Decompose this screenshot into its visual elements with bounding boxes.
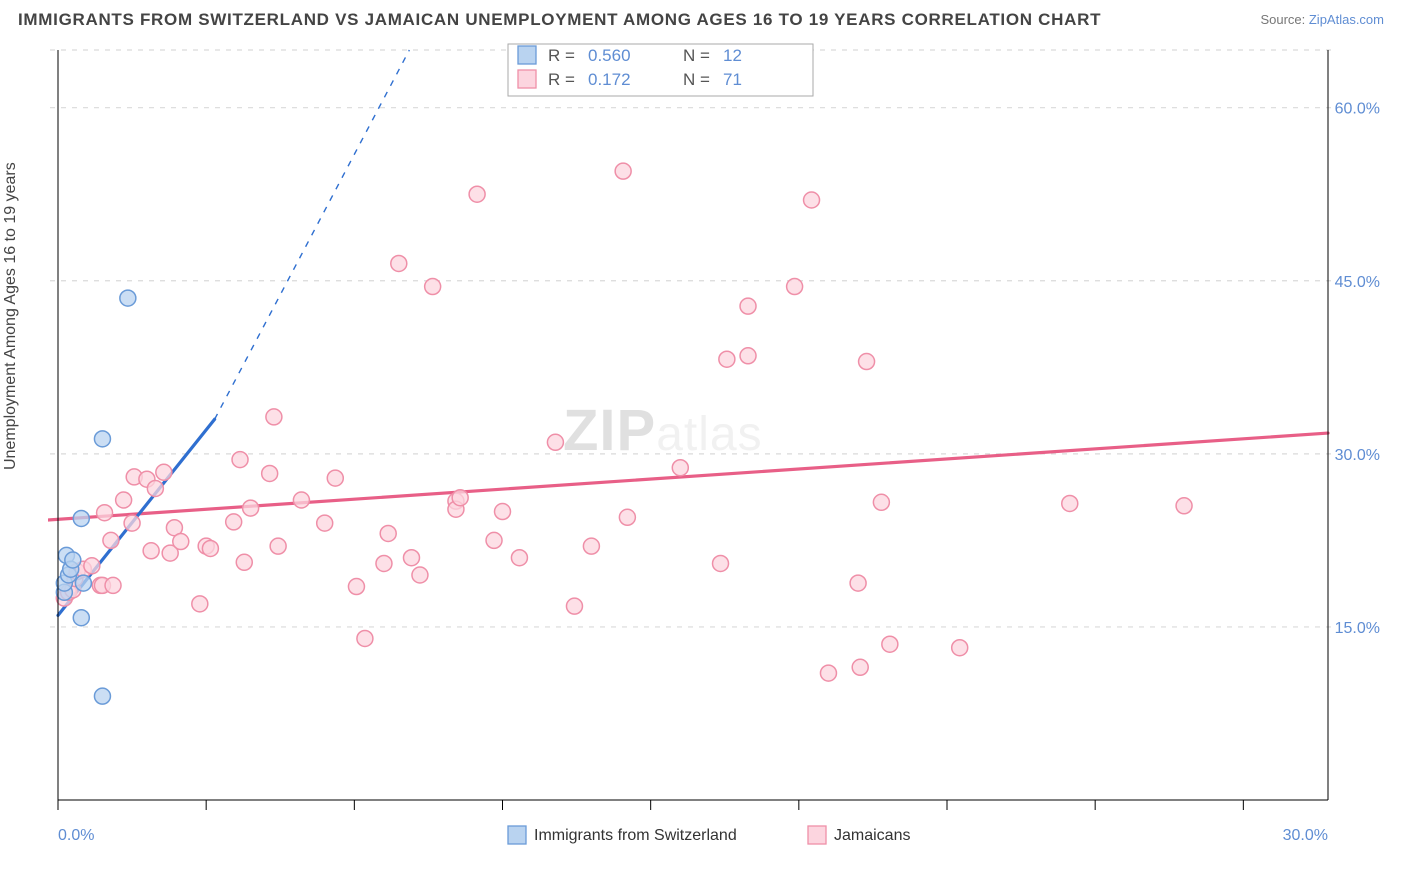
data-point [1062, 495, 1078, 511]
legend-swatch [508, 826, 526, 844]
data-point [583, 538, 599, 554]
data-point [317, 515, 333, 531]
data-point [403, 550, 419, 566]
data-point [65, 552, 81, 568]
data-point [84, 558, 100, 574]
data-point [266, 409, 282, 425]
data-point [147, 480, 163, 496]
source-prefix: Source: [1260, 12, 1308, 27]
svg-text:N =: N = [683, 46, 710, 65]
data-point [124, 515, 140, 531]
data-point [262, 465, 278, 481]
data-point [376, 555, 392, 571]
data-point [73, 510, 89, 526]
data-point [1176, 498, 1192, 514]
data-point [226, 514, 242, 530]
data-point [873, 494, 889, 510]
svg-text:N =: N = [683, 70, 710, 89]
x-tick-label: 0.0% [58, 827, 94, 844]
data-point [412, 567, 428, 583]
data-point [143, 543, 159, 559]
chart-title: IMMIGRANTS FROM SWITZERLAND VS JAMAICAN … [18, 10, 1101, 30]
data-point [120, 290, 136, 306]
data-point [952, 640, 968, 656]
data-point [391, 255, 407, 271]
data-point [852, 659, 868, 675]
data-point [270, 538, 286, 554]
data-point [105, 577, 121, 593]
data-point [495, 504, 511, 520]
y-tick-label: 15.0% [1335, 620, 1380, 637]
svg-text:R =: R = [548, 70, 575, 89]
data-point [94, 688, 110, 704]
data-point [75, 575, 91, 591]
data-point [173, 534, 189, 550]
data-point [882, 636, 898, 652]
data-point [103, 532, 119, 548]
source-label: Source: ZipAtlas.com [1260, 12, 1384, 27]
data-point [232, 452, 248, 468]
svg-text:0.560: 0.560 [588, 46, 631, 65]
data-point [740, 298, 756, 314]
data-point [116, 492, 132, 508]
x-tick-label: 30.0% [1283, 827, 1328, 844]
data-point [469, 186, 485, 202]
data-point [740, 348, 756, 364]
data-point [820, 665, 836, 681]
legend-label: Immigrants from Switzerland [534, 827, 737, 844]
data-point [243, 500, 259, 516]
data-point [787, 279, 803, 295]
svg-text:0.172: 0.172 [588, 70, 631, 89]
data-point [719, 351, 735, 367]
data-point [511, 550, 527, 566]
scatter-plot: ZIPatlas 0.0% 30.0% 15.0% 30.0% 45.0% 60.0% R =… [48, 40, 1388, 880]
svg-text:ZIPatlas: ZIPatlas [563, 398, 763, 463]
y-tick-label: 60.0% [1335, 101, 1380, 118]
data-point [619, 509, 635, 525]
data-point [804, 192, 820, 208]
data-point [192, 596, 208, 612]
data-point [850, 575, 866, 591]
data-point [486, 532, 502, 548]
svg-text:12: 12 [723, 46, 742, 65]
data-point [452, 490, 468, 506]
data-point [327, 470, 343, 486]
data-point [357, 630, 373, 646]
svg-text:R =: R = [548, 46, 575, 65]
data-point [348, 579, 364, 595]
data-point [615, 163, 631, 179]
data-point [380, 525, 396, 541]
legend-swatch [808, 826, 826, 844]
legend-label: Jamaicans [834, 827, 910, 844]
y-axis-label: Unemployment Among Ages 16 to 19 years [2, 162, 20, 470]
y-tick-label: 30.0% [1335, 447, 1380, 464]
data-point [566, 598, 582, 614]
data-point [713, 555, 729, 571]
data-point [859, 354, 875, 370]
data-point [94, 431, 110, 447]
chart-container: { "title": "IMMIGRANTS FROM SWITZERLAND … [0, 0, 1406, 892]
data-point [97, 505, 113, 521]
data-point [293, 492, 309, 508]
data-point [236, 554, 252, 570]
svg-text:71: 71 [723, 70, 742, 89]
source-link[interactable]: ZipAtlas.com [1309, 12, 1384, 27]
data-point [547, 434, 563, 450]
stats-legend: R = 0.560 N = 12 R = 0.172 N = 71 [508, 44, 813, 96]
data-point [73, 610, 89, 626]
data-point [672, 460, 688, 476]
y-tick-label: 45.0% [1335, 274, 1380, 291]
data-point [156, 464, 172, 480]
data-point [425, 279, 441, 295]
data-point [202, 540, 218, 556]
